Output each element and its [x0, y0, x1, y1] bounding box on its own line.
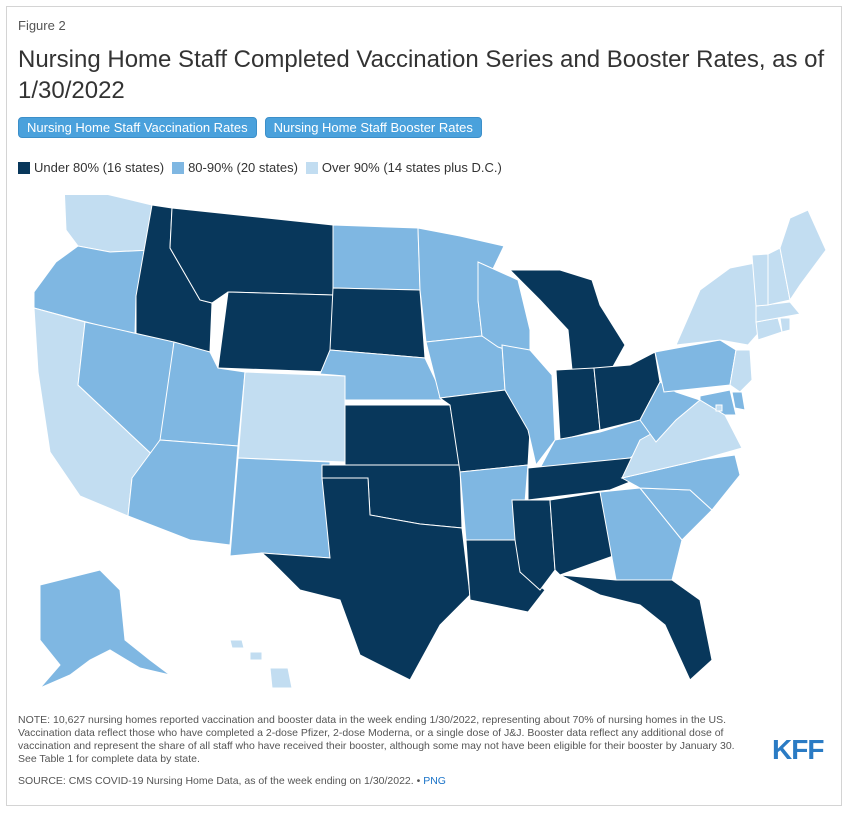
- kff-logo: KFF: [772, 734, 824, 765]
- legend-item-under-80: Under 80% (16 states): [18, 160, 164, 175]
- state-wy[interactable]: [217, 291, 334, 373]
- source-line: SOURCE: CMS COVID-19 Nursing Home Data, …: [18, 775, 446, 787]
- state-nm[interactable]: [229, 457, 331, 559]
- state-ne[interactable]: [319, 349, 446, 401]
- source-text: SOURCE: CMS COVID-19 Nursing Home Data, …: [18, 775, 421, 787]
- state-nj[interactable]: [729, 349, 753, 393]
- legend-item-over-90: Over 90% (14 states plus D.C.): [305, 160, 502, 175]
- state-ak[interactable]: [39, 569, 171, 689]
- us-map: [33, 195, 827, 689]
- state-il[interactable]: [501, 344, 556, 467]
- state-ks[interactable]: [344, 404, 461, 466]
- png-download-link[interactable]: PNG: [423, 775, 446, 787]
- state-sd[interactable]: [329, 287, 426, 359]
- legend-label: Over 90% (14 states plus D.C.): [321, 160, 502, 175]
- state-mi[interactable]: [508, 269, 626, 373]
- state-md[interactable]: [699, 389, 737, 416]
- legend-item-80-90: 80-90% (20 states): [172, 160, 298, 175]
- state-me[interactable]: [779, 209, 827, 302]
- state-ga[interactable]: [599, 487, 683, 581]
- state-az[interactable]: [127, 439, 239, 546]
- legend-label: 80-90% (20 states): [188, 160, 298, 175]
- figure-label: Figure 2: [18, 18, 66, 33]
- state-co[interactable]: [237, 371, 346, 463]
- state-tx[interactable]: [260, 477, 471, 681]
- state-ia[interactable]: [425, 335, 506, 399]
- legend-swatch: [305, 161, 318, 174]
- state-wa[interactable]: [63, 195, 153, 253]
- state-hi[interactable]: [229, 639, 293, 689]
- legend-label: Under 80% (16 states): [34, 160, 165, 175]
- state-nd[interactable]: [332, 224, 421, 291]
- footnote: NOTE: 10,627 nursing homes reported vacc…: [18, 714, 735, 765]
- tab-vaccination-rates[interactable]: Nursing Home Staff Vaccination Rates: [18, 117, 257, 138]
- page-title: Nursing Home Staff Completed Vaccination…: [18, 46, 825, 104]
- tab-bar: Nursing Home Staff Vaccination Rates Nur…: [18, 117, 482, 138]
- state-fl[interactable]: [559, 574, 713, 681]
- state-mt[interactable]: [169, 207, 334, 304]
- legend: Under 80% (16 states) 80-90% (20 states)…: [18, 160, 502, 175]
- state-ri[interactable]: [779, 317, 791, 333]
- legend-swatch: [172, 161, 185, 174]
- state-al[interactable]: [549, 491, 617, 576]
- state-de[interactable]: [731, 391, 746, 411]
- tab-booster-rates[interactable]: Nursing Home Staff Booster Rates: [264, 117, 482, 138]
- state-nc[interactable]: [620, 454, 741, 511]
- state-in[interactable]: [555, 367, 601, 441]
- state-ma[interactable]: [755, 301, 801, 323]
- legend-swatch: [18, 161, 30, 174]
- state-pa[interactable]: [654, 339, 737, 393]
- state-dc[interactable]: [715, 404, 723, 412]
